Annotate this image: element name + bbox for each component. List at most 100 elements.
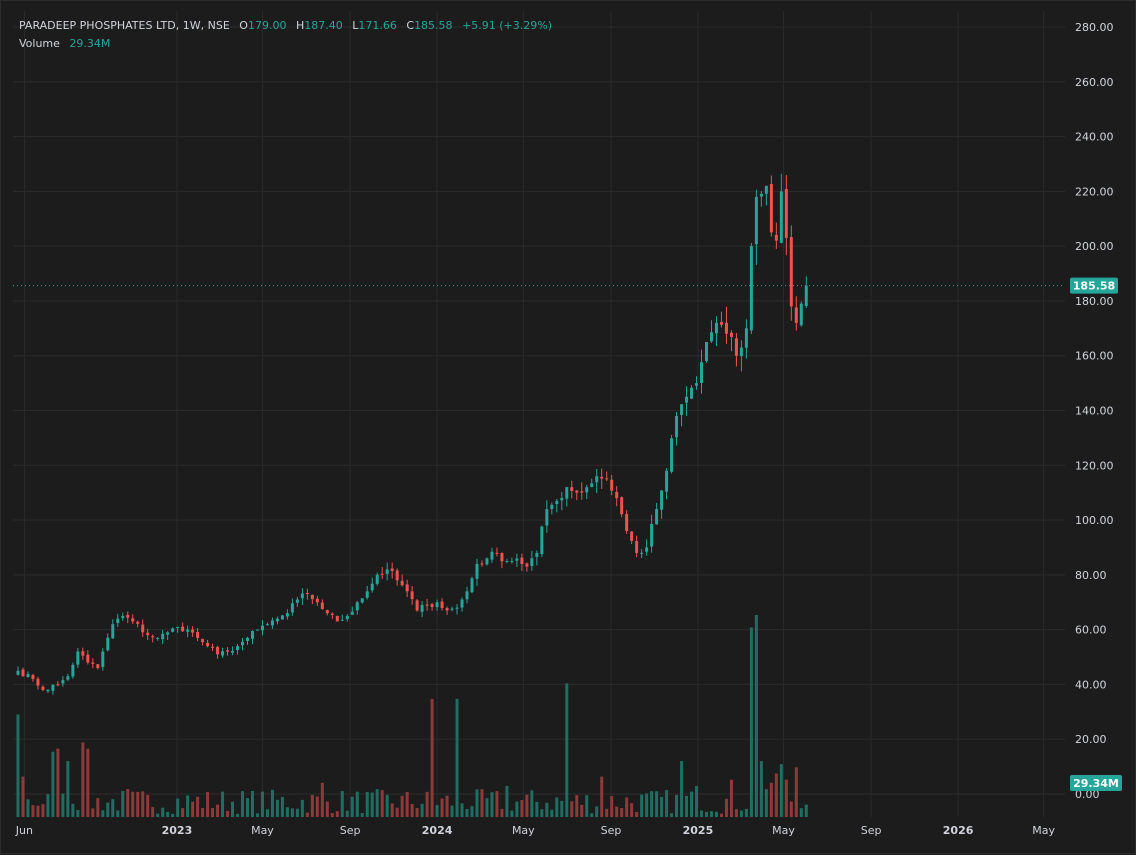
candle-body xyxy=(744,328,748,348)
y-tick-label: 180.00 xyxy=(1075,295,1114,308)
candle-body xyxy=(181,626,185,632)
candle-body xyxy=(16,670,20,675)
candle-body xyxy=(520,557,524,564)
candle-body xyxy=(41,686,45,690)
volume-bar xyxy=(46,794,50,817)
candle-body xyxy=(784,189,788,238)
candle-body xyxy=(734,338,738,356)
volume-bar xyxy=(21,776,25,817)
volume-bar xyxy=(600,776,604,817)
volume-bar xyxy=(794,767,798,817)
high-label: H xyxy=(295,19,305,32)
volume-bar xyxy=(440,798,444,817)
candle-body xyxy=(191,629,195,633)
volume-bar xyxy=(690,791,694,817)
x-tick-label: Sep xyxy=(601,824,622,837)
candle-body xyxy=(774,234,778,241)
candle-body xyxy=(405,584,409,592)
candle-body xyxy=(76,651,80,665)
candle-body xyxy=(420,604,424,612)
candle-body xyxy=(305,592,309,595)
volume-bar xyxy=(510,810,514,817)
y-tick-label: 60.00 xyxy=(1075,624,1107,637)
volume-bar xyxy=(186,795,190,817)
volume-bar xyxy=(480,789,484,817)
candle-body xyxy=(66,676,70,680)
candle-body xyxy=(151,636,155,638)
volume-bar xyxy=(156,813,160,817)
candle-body xyxy=(280,615,284,620)
candle-body xyxy=(241,641,244,646)
volume-bar xyxy=(61,793,65,817)
candle-body xyxy=(81,651,85,656)
volume-bar xyxy=(620,808,624,817)
y-tick-label: 20.00 xyxy=(1075,733,1107,746)
volume-bar xyxy=(245,798,249,817)
candle-body xyxy=(685,396,689,403)
candle-body xyxy=(400,580,404,586)
candle-body xyxy=(610,479,614,491)
volume-bar xyxy=(595,806,599,817)
volume-bar xyxy=(655,791,659,817)
volume-bar xyxy=(789,801,793,817)
y-tick-label: 40.00 xyxy=(1075,678,1107,691)
candle-body xyxy=(380,573,384,575)
candle-body xyxy=(575,490,579,493)
candle-body xyxy=(385,569,389,574)
last-price-label: 185.58 xyxy=(1073,280,1115,293)
candle-body xyxy=(335,615,339,622)
volume-bar xyxy=(475,789,479,817)
candle-body xyxy=(355,602,359,611)
candle-body xyxy=(365,591,369,598)
chart-legend: PARADEEP PHOSPHATES LTD, 1W, NSE O179.00… xyxy=(19,17,552,53)
candle-body xyxy=(410,591,414,600)
last-volume-label: 29.34M xyxy=(1073,777,1119,790)
symbol-title: PARADEEP PHOSPHATES LTD, 1W, NSE xyxy=(19,19,230,32)
volume-bar xyxy=(500,808,504,817)
candle-body xyxy=(465,591,469,600)
volume-bar xyxy=(520,800,524,817)
volume-bar xyxy=(300,799,304,817)
candle-body xyxy=(445,608,449,611)
volume-bar xyxy=(86,748,90,817)
volume-bar xyxy=(565,683,569,817)
volume-bar xyxy=(141,791,145,817)
candle-body xyxy=(665,470,669,492)
x-tick-label: May xyxy=(1032,824,1055,837)
candle-body xyxy=(630,531,634,541)
candle-body xyxy=(236,646,240,651)
candle-body xyxy=(779,191,783,243)
candle-body xyxy=(749,246,753,331)
volume-bar xyxy=(350,796,354,817)
candle-body xyxy=(530,558,534,566)
candle-body xyxy=(709,332,713,342)
volume-bar xyxy=(704,811,708,817)
volume-bar xyxy=(450,805,454,817)
candle-body xyxy=(206,642,210,647)
volume-bar xyxy=(236,813,240,817)
volume-bar xyxy=(635,812,639,817)
candle-body xyxy=(759,193,763,197)
candle-body xyxy=(201,638,205,643)
candle-body xyxy=(585,487,589,493)
volume-bar xyxy=(585,795,589,817)
candle-body xyxy=(121,615,125,619)
volume-bar xyxy=(171,813,175,817)
volume-bar xyxy=(96,798,100,817)
candle-body xyxy=(141,624,145,633)
candle-body xyxy=(250,631,254,639)
candle-body xyxy=(490,551,494,560)
volume-bar xyxy=(365,791,369,817)
candle-body xyxy=(375,574,379,584)
candle-body xyxy=(799,303,803,326)
candle-body xyxy=(260,625,264,631)
candle-body xyxy=(590,483,594,487)
volume-bar xyxy=(250,790,254,817)
volume-bar xyxy=(146,794,150,817)
candle-body xyxy=(550,504,554,509)
candle-body xyxy=(86,654,90,663)
volume-bar xyxy=(495,791,499,817)
candle-body xyxy=(156,637,160,639)
volume-bar xyxy=(280,797,284,817)
